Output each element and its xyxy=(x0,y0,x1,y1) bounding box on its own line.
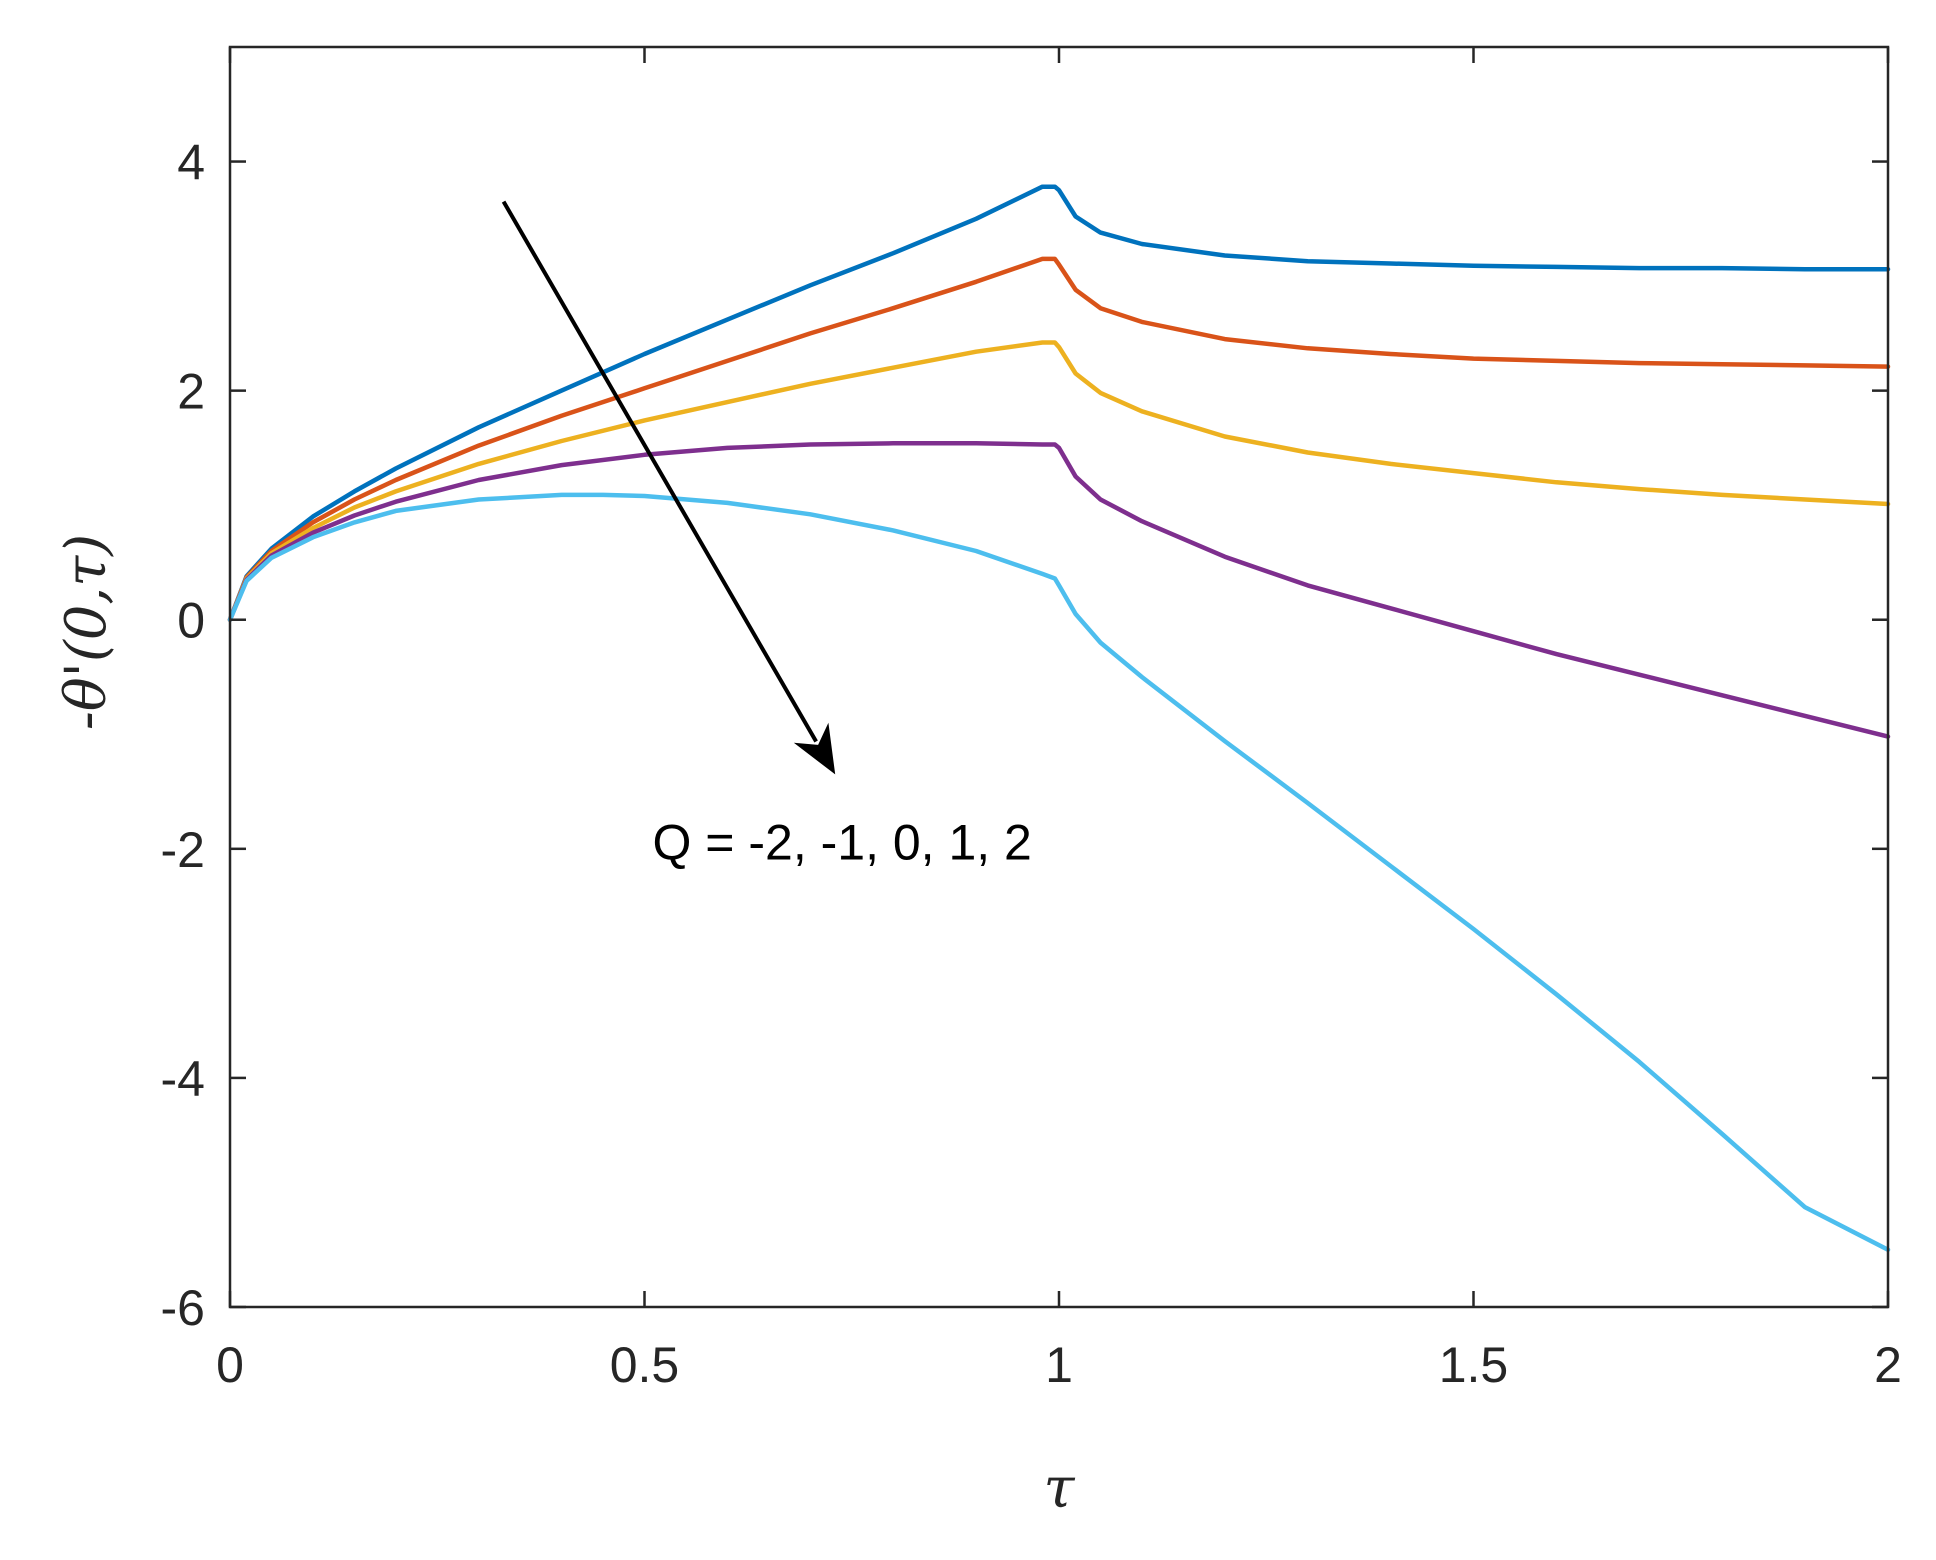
y-tick-label: 2 xyxy=(177,364,205,420)
y-tick-label: 4 xyxy=(177,135,205,191)
y-tick-label: -4 xyxy=(161,1051,205,1107)
series-line-5 xyxy=(227,492,1891,1252)
annotation: Q = -2, -1, 0, 1, 2 xyxy=(501,200,1032,871)
y-tick-label: -2 xyxy=(161,822,205,878)
x-tick-label: 1 xyxy=(1045,1337,1073,1393)
series-lines xyxy=(227,184,1891,1252)
axes: 0 0.5 1 1.5 2 -6 -4 -2 0 2 4 τ -θ'(0,τ) xyxy=(54,45,1902,1521)
annotation-text: Q = -2, -1, 0, 1, 2 xyxy=(653,815,1032,871)
x-tick-label: 2 xyxy=(1874,1337,1902,1393)
series-line-1 xyxy=(227,184,1891,622)
x-tick-label: 0 xyxy=(216,1337,244,1393)
x-tick-label: 0.5 xyxy=(610,1337,680,1393)
plot-background xyxy=(230,47,1888,1307)
annotation-arrow-shaft xyxy=(501,200,818,743)
x-axis-label: τ xyxy=(1044,1456,1076,1521)
series-line-4 xyxy=(227,441,1891,739)
series-line-2 xyxy=(227,256,1891,622)
series-line-3 xyxy=(227,340,1891,622)
y-axis-label: -θ'(0,τ) xyxy=(54,534,119,730)
plot-area xyxy=(230,47,1888,1307)
y-tick-label: -6 xyxy=(161,1280,205,1336)
x-tick-label: 1.5 xyxy=(1439,1337,1509,1393)
annotation-arrow-head xyxy=(793,722,836,775)
y-tick-label: 0 xyxy=(177,593,205,649)
